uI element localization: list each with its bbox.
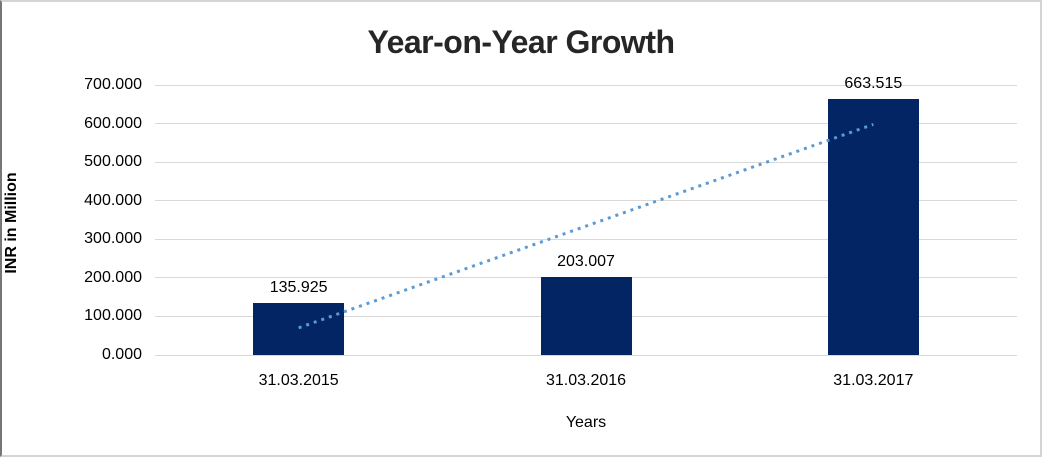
gridline (155, 354, 1017, 356)
y-tick-label: 0.000 (101, 346, 142, 363)
gridline (155, 161, 1017, 163)
x-axis-title: Years (565, 414, 607, 431)
x-tick-label: 31.03.2017 (833, 372, 914, 389)
gridline (155, 123, 1017, 125)
y-tick-label: 600.000 (84, 114, 142, 132)
bar (827, 99, 919, 355)
gridline (155, 238, 1017, 240)
data-label: 135.925 (269, 278, 328, 296)
chart-title: Year-on-Year Growth (367, 24, 675, 60)
data-label: 663.515 (844, 75, 903, 93)
y-axis-tick-labels: 0.000 100.000 200.000 300.000 400.000 500.000… (38, 2, 142, 455)
y-tick-label: 400.000 (84, 191, 142, 209)
x-axis-tick-labels: 31.03.2015 31.03.2016 31.03.2017 (155, 370, 1017, 392)
gridline (155, 200, 1017, 202)
y-tick-label: 300.000 (84, 230, 142, 248)
bar (540, 276, 632, 355)
y-tick-label: 500.000 (84, 153, 142, 171)
x-tick-label: 31.03.2016 (545, 372, 627, 389)
gridline (155, 84, 1017, 86)
y-tick-label: 700.000 (84, 76, 142, 93)
data-label: 203.007 (557, 252, 615, 270)
y-tick-label: 200.000 (84, 268, 142, 286)
plot-area: 135.925 203.007 663.515 (155, 75, 1017, 356)
bar (253, 302, 345, 355)
y-axis-title: INR in Million (3, 172, 20, 274)
trendline (298, 122, 874, 330)
y-tick-label: 100.000 (84, 307, 142, 325)
x-tick-label: 31.03.2015 (258, 372, 339, 389)
